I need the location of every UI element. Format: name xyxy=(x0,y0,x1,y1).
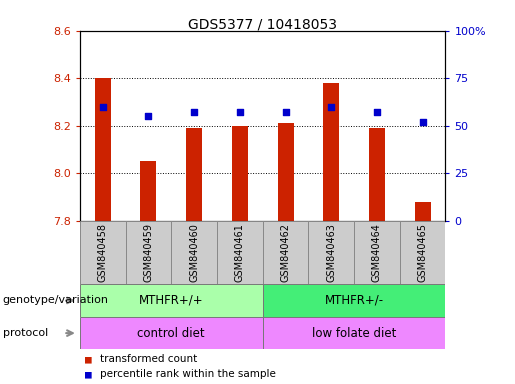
Text: GSM840458: GSM840458 xyxy=(98,223,108,282)
Bar xyxy=(323,83,339,221)
Point xyxy=(190,109,198,116)
Point xyxy=(419,119,427,125)
Bar xyxy=(263,284,445,317)
Text: ■: ■ xyxy=(85,369,92,379)
Text: MTHFR+/+: MTHFR+/+ xyxy=(139,294,203,307)
Text: GSM840465: GSM840465 xyxy=(418,223,427,282)
Text: percentile rank within the sample: percentile rank within the sample xyxy=(100,369,277,379)
Text: control diet: control diet xyxy=(138,327,205,339)
Text: genotype/variation: genotype/variation xyxy=(3,295,109,306)
Point xyxy=(373,109,381,116)
Bar xyxy=(126,221,171,284)
Point xyxy=(327,104,335,110)
Bar xyxy=(171,221,217,284)
Text: MTHFR+/-: MTHFR+/- xyxy=(324,294,384,307)
Bar xyxy=(278,123,294,221)
Text: GSM840459: GSM840459 xyxy=(143,223,153,282)
Bar xyxy=(186,128,202,221)
Text: GDS5377 / 10418053: GDS5377 / 10418053 xyxy=(188,17,337,31)
Bar xyxy=(263,317,445,349)
Text: transformed count: transformed count xyxy=(100,354,198,364)
Bar xyxy=(95,78,111,221)
Bar xyxy=(80,317,263,349)
Bar xyxy=(80,221,126,284)
Bar xyxy=(354,221,400,284)
Point xyxy=(236,109,244,116)
Bar xyxy=(80,284,263,317)
Text: GSM840463: GSM840463 xyxy=(326,223,336,281)
Bar xyxy=(369,128,385,221)
Bar xyxy=(141,161,157,221)
Bar xyxy=(217,221,263,284)
Text: GSM840460: GSM840460 xyxy=(189,223,199,281)
Point xyxy=(98,104,107,110)
Text: protocol: protocol xyxy=(3,328,48,338)
Point xyxy=(281,109,289,116)
Bar xyxy=(308,221,354,284)
Point xyxy=(144,113,152,119)
Bar xyxy=(263,221,308,284)
Text: GSM840461: GSM840461 xyxy=(235,223,245,281)
Bar xyxy=(400,221,445,284)
Text: ■: ■ xyxy=(85,354,92,364)
Bar xyxy=(415,202,431,221)
Text: low folate diet: low folate diet xyxy=(312,327,396,339)
Bar xyxy=(232,126,248,221)
Text: GSM840462: GSM840462 xyxy=(281,223,290,282)
Text: GSM840464: GSM840464 xyxy=(372,223,382,281)
